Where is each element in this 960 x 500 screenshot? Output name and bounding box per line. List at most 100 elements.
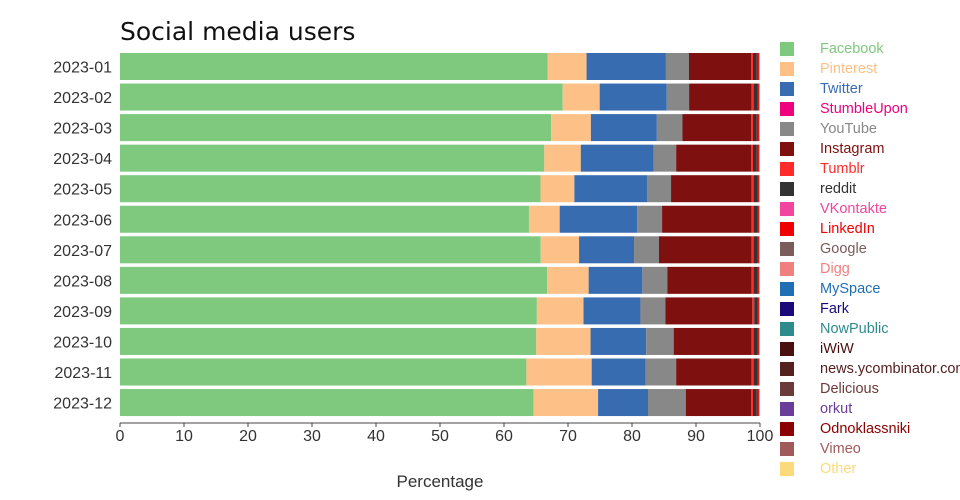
bar-segment-2023-04-2 <box>580 144 654 172</box>
y-tick-label: 2023-09 <box>53 304 112 321</box>
bar-segment-2023-11-4 <box>645 358 677 386</box>
legend-label-20: Vimeo <box>820 441 861 457</box>
bar-segment-2023-10-6 <box>751 327 754 355</box>
y-tick-label: 2023-12 <box>53 396 112 413</box>
x-tick-label: 40 <box>367 428 385 445</box>
legend-swatch-1 <box>780 62 794 76</box>
bar-segment-2023-02-6 <box>751 83 754 111</box>
bar-segment-2023-04-19 <box>758 144 760 172</box>
chart-title: Social media users <box>120 17 355 46</box>
legend-swatch-0 <box>780 42 794 56</box>
bar-segment-2023-05-9 <box>757 175 759 203</box>
bar-segment-2023-11-2 <box>591 358 646 386</box>
y-tick-label: 2023-02 <box>53 90 112 107</box>
legend-label-0: Facebook <box>820 41 884 57</box>
bar-segment-2023-07-19 <box>758 236 760 264</box>
bar-segment-2023-02-21 <box>759 83 760 111</box>
bar-segment-2023-12-1 <box>533 389 599 417</box>
bar-segment-2023-11-6 <box>751 358 754 386</box>
legend-label-5: Instagram <box>820 141 884 157</box>
legend-label-14: NowPublic <box>820 321 889 337</box>
bar-segment-2023-10-9 <box>757 327 759 355</box>
bar-segment-2023-03-6 <box>751 114 753 142</box>
bar-segment-2023-03-0 <box>120 114 552 142</box>
legend-label-4: YouTube <box>820 121 877 137</box>
x-tick-label: 30 <box>303 428 321 445</box>
legend-swatch-10 <box>780 242 794 256</box>
legend-label-2: Twitter <box>820 81 863 97</box>
bar-segment-2023-01-4 <box>665 53 689 80</box>
x-axis: 0 10 20 30 40 50 60 70 80 90 100 <box>116 422 774 445</box>
bar-segment-2023-02-4 <box>666 83 690 111</box>
bar-segment-2023-05-2 <box>574 175 648 203</box>
legend-swatch-17 <box>780 382 794 396</box>
bar-segment-2023-03-21 <box>759 114 760 142</box>
legend-label-12: MySpace <box>820 281 880 297</box>
bar-segment-2023-07-0 <box>120 236 541 264</box>
legend-swatch-14 <box>780 322 794 336</box>
legend-label-15: iWiW <box>820 341 854 357</box>
legend-label-10: Google <box>820 241 867 257</box>
bar-segment-2023-07-7 <box>753 236 758 264</box>
legend-label-17: Delicious <box>820 381 879 397</box>
bar-segment-2023-06-6 <box>751 205 754 233</box>
x-tick-label: 100 <box>747 428 774 445</box>
bar-segment-2023-11-5 <box>676 358 752 386</box>
bar-segment-2023-07-5 <box>658 236 752 264</box>
bar-segment-2023-08-2 <box>588 266 643 294</box>
bar-segment-2023-04-4 <box>653 144 677 172</box>
x-tick-label: 90 <box>687 428 705 445</box>
bar-segment-2023-10-7 <box>753 327 758 355</box>
bar-segment-2023-07-2 <box>579 236 635 264</box>
bar-segment-2023-05-4 <box>647 175 672 203</box>
legend-swatch-4 <box>780 122 794 136</box>
bar-segment-2023-02-7 <box>753 83 758 111</box>
bar-segment-2023-03-19 <box>758 114 760 142</box>
bar-segment-2023-09-19 <box>758 297 760 325</box>
bar-segment-2023-07-21 <box>759 236 760 264</box>
bar-segment-2023-06-2 <box>559 205 638 233</box>
bar-segment-2023-06-7 <box>753 205 758 233</box>
bar-segment-2023-06-21 <box>759 205 760 233</box>
bar-segment-2023-08-21 <box>759 266 760 294</box>
bar-segment-2023-11-7 <box>753 358 758 386</box>
legend-label-8: VKontakte <box>820 201 887 217</box>
bar-segment-2023-09-6 <box>752 297 755 325</box>
bar-segment-2023-01-21 <box>759 53 760 80</box>
y-tick-label: 2023-10 <box>53 334 112 351</box>
bar-segment-2023-12-6 <box>751 389 753 417</box>
bar-segment-2023-06-4 <box>637 205 663 233</box>
bar-segment-2023-10-2 <box>590 327 647 355</box>
bar-segment-2023-12-4 <box>648 389 686 417</box>
bar-segment-2023-07-9 <box>757 236 759 264</box>
bar-segment-2023-08-9 <box>757 266 759 294</box>
bar-segment-2023-09-0 <box>120 297 537 325</box>
bar-segment-2023-01-0 <box>120 53 548 80</box>
bar-segment-2023-12-19 <box>758 389 760 417</box>
y-tick-label: 2023-01 <box>53 60 112 77</box>
y-tick-labels: 2023-01 2023-02 2023-03 2023-04 2023-05 2023-… <box>53 60 112 413</box>
bar-segment-2023-01-19 <box>758 53 760 80</box>
legend-label-11: Digg <box>820 261 850 277</box>
bar-segment-2023-06-5 <box>662 205 752 233</box>
legend-label-21: Other <box>820 461 856 477</box>
y-tick-label: 2023-08 <box>53 273 112 290</box>
bar-segment-2023-05-21 <box>759 175 760 203</box>
bar-segment-2023-04-5 <box>676 144 752 172</box>
bar-segment-2023-09-5 <box>665 297 753 325</box>
legend-swatch-16 <box>780 362 794 376</box>
legend-swatch-21 <box>780 462 794 476</box>
bar-segment-2023-09-9 <box>757 297 759 325</box>
legend-swatch-5 <box>780 142 794 156</box>
legend-swatch-12 <box>780 282 794 296</box>
bars-group <box>120 53 760 417</box>
bar-segment-2023-07-6 <box>751 236 754 264</box>
bar-segment-2023-03-7 <box>752 114 757 142</box>
legend-swatch-11 <box>780 262 794 276</box>
legend: Facebook Pinterest Twitter StumbleUpon YouTu… <box>780 41 960 477</box>
legend-label-6: Tumblr <box>820 161 865 177</box>
bar-segment-2023-04-1 <box>544 144 581 172</box>
bar-segment-2023-12-0 <box>120 389 534 417</box>
bar-segment-2023-04-7 <box>752 144 757 172</box>
y-tick-label: 2023-11 <box>54 365 112 382</box>
